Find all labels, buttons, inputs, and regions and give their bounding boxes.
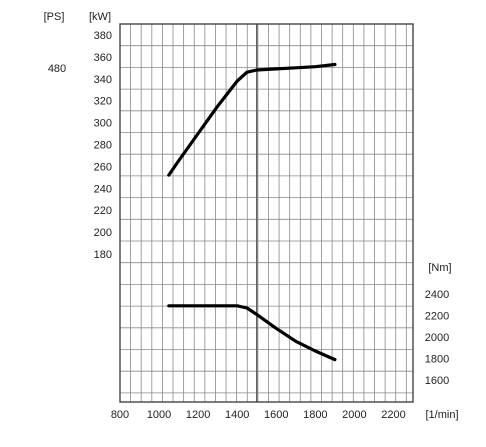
kw-tick-label: 380 — [94, 30, 112, 42]
kw-tick-label: 240 — [94, 183, 112, 195]
ps-unit-label: [PS] — [44, 11, 65, 23]
torque-curve — [167, 304, 337, 362]
power-curve — [167, 62, 337, 177]
chart-grid — [119, 23, 413, 402]
nm-tick-label: 2400 — [425, 289, 449, 301]
rpm-tick-label: 1400 — [225, 409, 249, 421]
kw-tick-label: 220 — [94, 205, 112, 217]
rpm-tick-label: 1800 — [303, 409, 327, 421]
rpm-tick-label: 800 — [111, 409, 129, 421]
ps-axis-ticks: 480 — [48, 63, 66, 75]
plot-frame — [119, 23, 414, 403]
nm-tick-label: 2200 — [425, 311, 449, 323]
nm-axis-ticks: 1600 1800 2000 2200 2400 — [425, 289, 449, 387]
kw-tick-label: 260 — [94, 161, 112, 173]
kw-axis-ticks: 180 200 220 240 260 280 300 320 340 360 380 — [94, 30, 112, 261]
rpm-unit-label: [1/min] — [425, 409, 458, 421]
rpm-tick-label: 1000 — [147, 409, 171, 421]
rpm-tick-label: 2000 — [342, 409, 366, 421]
kw-tick-label: 320 — [94, 96, 112, 108]
rpm-tick-label: 2200 — [381, 409, 405, 421]
kw-unit-label: [kW] — [89, 11, 111, 23]
nm-tick-label: 1600 — [425, 375, 449, 387]
kw-tick-label: 300 — [94, 118, 112, 130]
kw-tick-label: 180 — [94, 249, 112, 261]
nm-unit-label: [Nm] — [428, 262, 451, 274]
plot-border — [119, 23, 414, 403]
kw-tick-label: 200 — [94, 227, 112, 239]
kw-tick-label: 280 — [94, 139, 112, 151]
rpm-tick-label: 1200 — [186, 409, 210, 421]
rpm-axis-ticks: 800 1000 1200 1400 1600 1800 2000 2200 — [111, 409, 406, 421]
nm-tick-label: 2000 — [425, 332, 449, 344]
kw-tick-label: 360 — [94, 52, 112, 64]
kw-tick-label: 340 — [94, 74, 112, 86]
nm-tick-label: 1800 — [425, 354, 449, 366]
ps-tick-label: 480 — [48, 63, 66, 75]
rpm-tick-label: 1600 — [264, 409, 288, 421]
